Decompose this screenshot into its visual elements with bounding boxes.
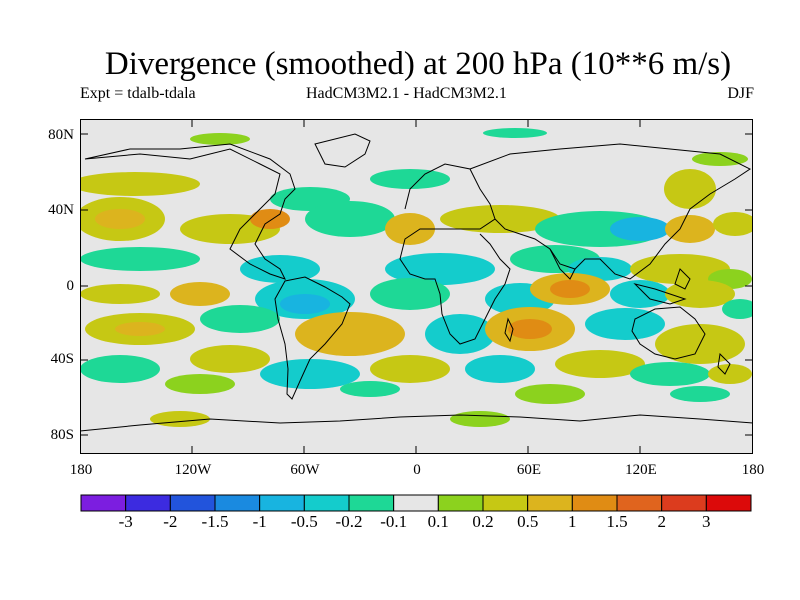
lon-label-60w: 60W xyxy=(290,462,320,478)
colorbar-label: -1.5 xyxy=(201,512,229,531)
colorbar-swatches xyxy=(80,494,752,512)
colorbar-swatch xyxy=(169,494,216,512)
colorbar-swatch xyxy=(393,494,439,512)
divergence-map xyxy=(80,119,753,454)
colorbar-label: 1.5 xyxy=(606,512,628,531)
colorbar-swatch xyxy=(705,494,752,512)
colorbar-swatch xyxy=(303,494,350,512)
lon-label-0: 0 xyxy=(413,462,421,478)
colorbar-label: -0.1 xyxy=(380,512,408,531)
colorbar-swatch xyxy=(437,494,484,512)
colorbar-swatch xyxy=(571,494,618,512)
lat-label-40s: 40S xyxy=(50,351,74,367)
colorbar-swatch xyxy=(348,494,395,512)
colorbar xyxy=(80,494,752,512)
colorbar-label: -0.2 xyxy=(335,512,363,531)
lat-label-80s: 80S xyxy=(50,427,74,443)
colorbar-label: 0.5 xyxy=(517,512,539,531)
lon-label-60e: 60E xyxy=(516,462,542,478)
colorbar-swatch xyxy=(661,494,707,512)
lon-label-120w: 120W xyxy=(174,462,212,478)
colorbar-swatch xyxy=(214,494,261,512)
season-label: DJF xyxy=(727,85,754,102)
lon-label-120e: 120E xyxy=(625,462,657,478)
model-label: HadCM3M2.1 - HadCM3M2.1 xyxy=(306,85,507,102)
lon-label-180w: 180 xyxy=(69,462,93,478)
colorbar-label: 0.1 xyxy=(427,512,449,531)
lon-label-180e: 180 xyxy=(741,462,765,478)
chart-title: Divergence (smoothed) at 200 hPa (10**6 … xyxy=(104,46,732,82)
colorbar-label: -3 xyxy=(118,512,133,531)
field-blobs xyxy=(80,128,753,427)
experiment-label: Expt = tdalb-tdala xyxy=(80,85,196,102)
colorbar-label: -1 xyxy=(252,512,267,531)
tick-marks xyxy=(80,119,753,454)
colorbar-swatch xyxy=(80,494,127,512)
lat-label-80n: 80N xyxy=(48,127,74,143)
colorbar-label: 1 xyxy=(568,512,577,531)
lat-label-40n: 40N xyxy=(48,202,74,218)
colorbar-label: 2 xyxy=(657,512,666,531)
colorbar-swatch xyxy=(527,494,573,512)
colorbar-swatch xyxy=(125,494,171,512)
colorbar-label: 0.2 xyxy=(472,512,494,531)
colorbar-label: -2 xyxy=(163,512,178,531)
colorbar-label: 3 xyxy=(702,512,711,531)
colorbar-label: -0.5 xyxy=(290,512,318,531)
coastlines xyxy=(80,133,753,432)
lat-label-0: 0 xyxy=(66,278,75,294)
colorbar-swatch xyxy=(259,494,305,512)
colorbar-swatch xyxy=(616,494,663,512)
colorbar-swatch xyxy=(482,494,529,512)
